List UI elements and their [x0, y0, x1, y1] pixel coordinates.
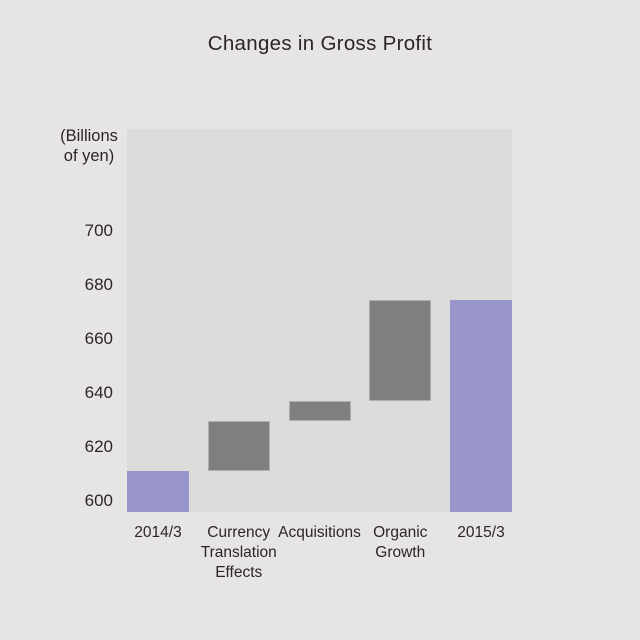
x-axis-label: 2014/3 [134, 524, 182, 541]
x-axis-label: Organic Growth [373, 524, 428, 561]
x-axis-label: 2015/3 [457, 524, 505, 541]
y-axis-unit-line-1: (Billions [60, 127, 118, 145]
x-axis-label: Currency Translation Effects [200, 524, 277, 581]
y-tick-label: 640 [84, 382, 113, 402]
y-tick-label: 700 [84, 220, 113, 240]
y-tick-label: 620 [84, 437, 113, 457]
bar-2014-3 [127, 471, 189, 512]
plot-area [127, 129, 512, 512]
y-axis-unit-line-2: of yen) [63, 147, 115, 165]
y-tick-label: 660 [84, 328, 113, 348]
bar-2015-3 [450, 299, 512, 512]
y-tick-label: 680 [84, 274, 113, 294]
bar-acquisitions [288, 401, 351, 422]
chart-title: Changes in Gross Profit [207, 32, 433, 55]
x-axis-label: Acquisitions [278, 524, 361, 541]
bar-currency-translation-effects [207, 421, 270, 472]
y-axis-unit-label: (Billions of yen) [45, 126, 133, 166]
y-tick-label: 600 [84, 491, 113, 511]
bar-organic-growth [369, 299, 432, 402]
